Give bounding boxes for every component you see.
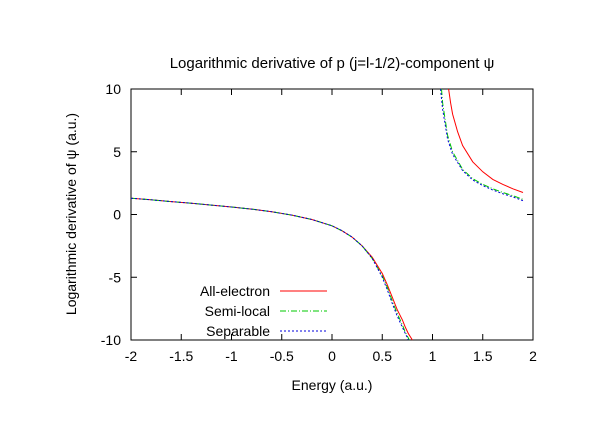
x-tick-label: -0.5 xyxy=(270,348,294,364)
x-tick-label: -1 xyxy=(225,348,238,364)
legend-label: Separable xyxy=(206,323,270,339)
y-tick-label: -5 xyxy=(109,269,122,285)
series-lines xyxy=(130,88,524,341)
x-tick-label: 1.5 xyxy=(473,348,493,364)
x-tick-label: 1 xyxy=(429,348,437,364)
legend-label: Semi-local xyxy=(205,303,270,319)
series-line xyxy=(440,88,524,202)
x-tick-label: 2 xyxy=(529,348,537,364)
series-line xyxy=(130,197,410,341)
series-line xyxy=(130,197,413,341)
axis-ticks: -2 -1.5 -1 -0.5 0 0.5 1 1.5 2 -10 -5 0 5 10 xyxy=(101,81,537,364)
x-tick-label: 0.5 xyxy=(373,348,393,364)
y-tick-label: 10 xyxy=(105,81,121,97)
x-tick-label: -2 xyxy=(125,348,138,364)
legend: All-electron Semi-local Separable xyxy=(200,283,327,339)
series-line xyxy=(448,88,524,193)
series-line xyxy=(441,88,524,200)
x-tick-label: 0 xyxy=(328,348,336,364)
y-axis-label: Logarithmic derivative of ψ (a.u.) xyxy=(63,113,79,315)
legend-label: All-electron xyxy=(200,283,270,299)
y-tick-label: 5 xyxy=(113,144,121,160)
series-separable xyxy=(130,88,524,341)
series-semi-local xyxy=(130,88,524,341)
chart-title: Logarithmic derivative of p (j=l-1/2)-co… xyxy=(170,55,495,72)
y-tick-label: -10 xyxy=(101,332,121,348)
plot-frame xyxy=(130,88,534,341)
x-axis-label: Energy (a.u.) xyxy=(292,377,373,393)
series-line xyxy=(130,197,409,341)
x-tick-label: -1.5 xyxy=(169,348,193,364)
series-all-electron xyxy=(130,88,524,341)
y-tick-label: 0 xyxy=(113,207,121,223)
